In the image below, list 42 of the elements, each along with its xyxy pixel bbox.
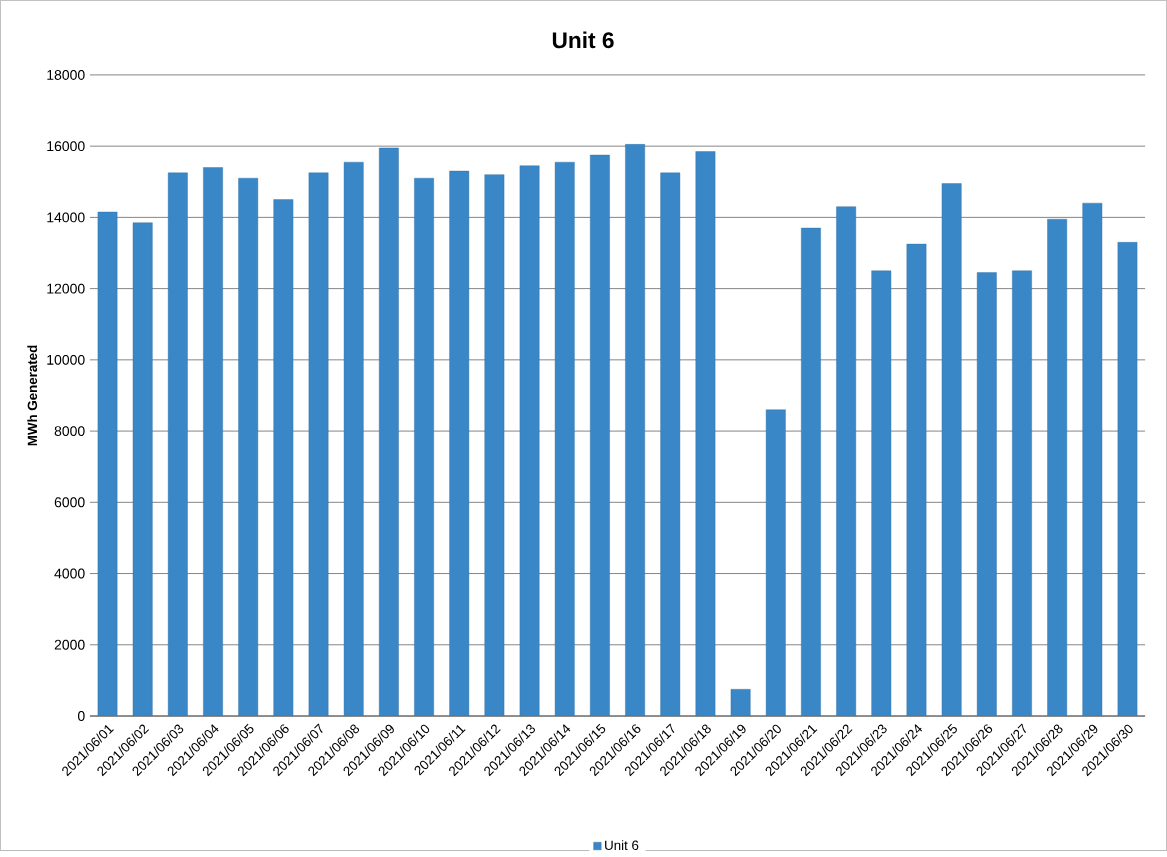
bar bbox=[449, 170, 470, 716]
y-tick-label: 4000 bbox=[54, 568, 85, 579]
y-tick-label: 0 bbox=[77, 710, 85, 721]
bar bbox=[167, 172, 188, 716]
bar bbox=[97, 211, 118, 716]
bar bbox=[625, 144, 645, 716]
bar bbox=[484, 174, 505, 716]
bar bbox=[1082, 202, 1103, 716]
bar bbox=[1117, 242, 1138, 716]
y-tick-label: 16000 bbox=[47, 141, 85, 151]
bar bbox=[273, 199, 294, 716]
bar bbox=[836, 206, 856, 716]
bar bbox=[1012, 270, 1032, 716]
bar bbox=[414, 177, 434, 716]
bar bbox=[238, 177, 259, 716]
bar bbox=[308, 172, 329, 716]
bar bbox=[941, 183, 962, 716]
bar bbox=[203, 167, 223, 716]
bar bbox=[590, 154, 610, 716]
bar bbox=[379, 147, 399, 716]
legend-label: Unit 6 bbox=[605, 840, 639, 850]
bar bbox=[343, 161, 364, 716]
y-tick-label: 12000 bbox=[47, 283, 85, 294]
y-axis-title: MWh Generated bbox=[27, 345, 38, 446]
y-tick-label: 2000 bbox=[54, 639, 85, 650]
bar bbox=[132, 222, 153, 716]
bar bbox=[519, 165, 540, 716]
bar bbox=[1047, 218, 1068, 716]
y-tick-label: 10000 bbox=[47, 354, 85, 365]
bar bbox=[906, 243, 927, 716]
chart-title: Unit 6 bbox=[552, 31, 614, 49]
bar bbox=[871, 270, 892, 716]
y-tick-label: 18000 bbox=[47, 69, 85, 80]
bar bbox=[695, 151, 716, 716]
y-tick-label: 8000 bbox=[54, 426, 85, 436]
y-tick-label: 6000 bbox=[54, 497, 85, 508]
bar bbox=[554, 161, 575, 716]
bar bbox=[976, 272, 997, 716]
bar bbox=[801, 227, 821, 716]
y-tick-label: 14000 bbox=[47, 212, 85, 223]
bar bbox=[660, 172, 681, 716]
bar bbox=[765, 409, 786, 716]
